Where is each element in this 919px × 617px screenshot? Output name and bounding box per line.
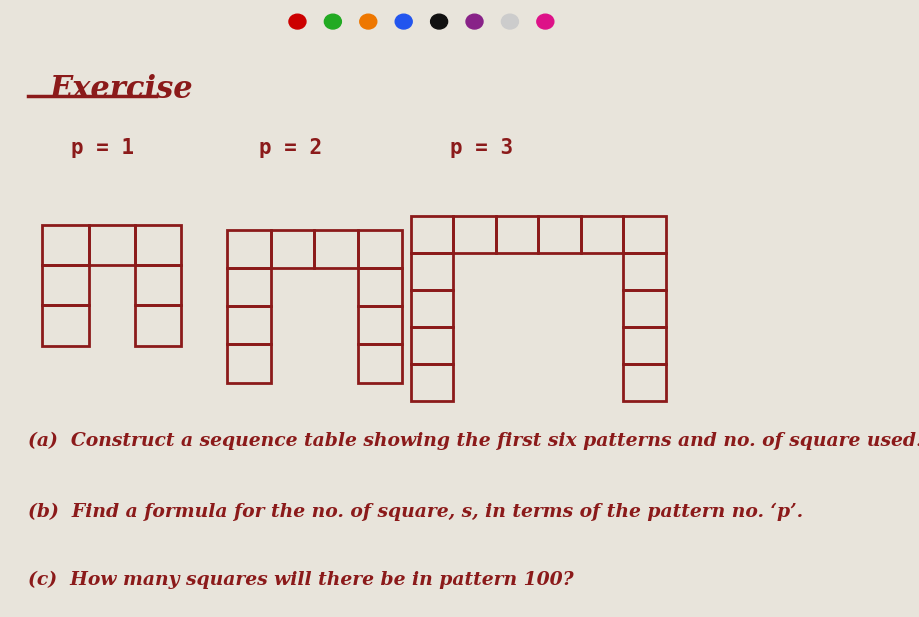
Text: (c)  How many squares will there be in pattern 100?: (c) How many squares will there be in pa… bbox=[28, 571, 574, 589]
Text: (a)  Construct a sequence table showing the first six patterns and no. of square: (a) Construct a sequence table showing t… bbox=[28, 432, 919, 450]
Text: Exercise: Exercise bbox=[50, 74, 193, 105]
Text: p = 1: p = 1 bbox=[71, 138, 134, 158]
Circle shape bbox=[502, 14, 518, 29]
Text: p = 3: p = 3 bbox=[450, 138, 513, 158]
Text: p = 2: p = 2 bbox=[259, 138, 322, 158]
Circle shape bbox=[537, 14, 554, 29]
Circle shape bbox=[324, 14, 341, 29]
Circle shape bbox=[359, 14, 377, 29]
Text: (b)  Find a formula for the no. of square, s, in terms of the pattern no. ‘p’.: (b) Find a formula for the no. of square… bbox=[28, 503, 803, 521]
Circle shape bbox=[289, 14, 306, 29]
Circle shape bbox=[395, 14, 413, 29]
Circle shape bbox=[466, 14, 483, 29]
Circle shape bbox=[431, 14, 448, 29]
